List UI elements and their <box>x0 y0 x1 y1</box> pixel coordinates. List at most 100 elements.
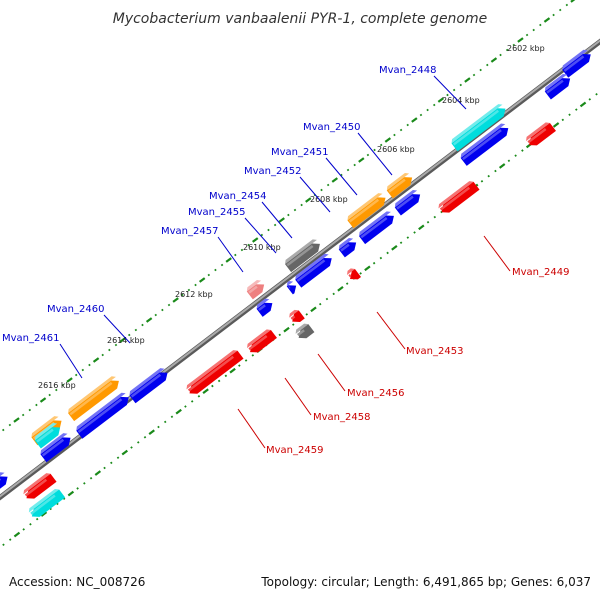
gene-label-forward[interactable]: Mvan_2460 <box>47 304 104 315</box>
gene-arrow[interactable] <box>285 279 299 295</box>
gene-arrow-body <box>0 476 8 490</box>
gene-arrow[interactable] <box>22 471 57 502</box>
gene-arrow-body <box>40 437 71 463</box>
gene-label-forward[interactable]: Mvan_2448 <box>379 65 436 76</box>
gene-arrow-bevel <box>246 280 262 292</box>
gene-label-forward[interactable]: Mvan_2450 <box>303 122 360 133</box>
track-dot <box>103 466 106 470</box>
gene-arrow-body <box>68 380 119 422</box>
gene-arrow[interactable] <box>543 72 573 100</box>
gene-arrow[interactable] <box>74 391 131 439</box>
tick-mark <box>121 449 128 456</box>
gene-arrow[interactable] <box>185 348 244 397</box>
tick-mark <box>418 224 425 231</box>
tick-mark <box>202 388 209 394</box>
track-dot <box>238 364 241 367</box>
tick-mark <box>310 306 317 313</box>
gene-arrow[interactable] <box>459 122 511 166</box>
gene-arrow[interactable] <box>437 179 480 216</box>
gene-arrow-highlight <box>41 438 65 457</box>
track-dot <box>143 435 147 439</box>
track-dot <box>234 253 237 257</box>
gene-arrow-highlight <box>130 373 162 398</box>
gene-arrow[interactable] <box>560 48 593 78</box>
gene-arrow-bevel <box>286 281 294 287</box>
tick-mark <box>391 245 398 251</box>
gene-arrow-highlight <box>340 243 350 252</box>
track-dot <box>197 395 201 398</box>
gene-label-forward[interactable]: Mvan_2455 <box>188 207 245 218</box>
track-dot <box>326 183 330 187</box>
gene-arrow[interactable] <box>245 278 267 300</box>
gene-arrow[interactable] <box>255 297 276 317</box>
gene-label-reverse[interactable]: Mvan_2459 <box>266 445 323 456</box>
gene-arrow[interactable] <box>128 366 171 404</box>
gene-arrow[interactable] <box>39 431 74 463</box>
tick-mark <box>411 117 418 123</box>
track-dot <box>194 283 197 287</box>
track-dot <box>214 268 217 272</box>
gene-arrow[interactable] <box>393 188 423 216</box>
gene-arrow-body <box>451 108 506 152</box>
track-dot <box>35 403 38 407</box>
gene-arrow-body <box>347 197 386 229</box>
gene-arrow-highlight <box>546 79 564 94</box>
track-dot <box>154 313 158 317</box>
gene-arrow[interactable] <box>294 322 315 342</box>
track-dot <box>56 502 59 506</box>
gene-arrow[interactable] <box>0 470 11 490</box>
gene-arrow-body <box>386 177 413 199</box>
gene-label-forward[interactable]: Mvan_2451 <box>271 147 328 158</box>
track-dot <box>406 123 409 127</box>
gene-arrow-bevel <box>256 298 270 309</box>
track-dot <box>346 168 350 172</box>
track-dot <box>432 103 436 107</box>
track-dot <box>116 456 120 459</box>
gene-arrow[interactable] <box>33 421 63 449</box>
gene-arrow[interactable] <box>357 210 397 245</box>
gene-label-reverse[interactable]: Mvan_2456 <box>347 388 404 399</box>
gene-arrow[interactable] <box>287 308 305 326</box>
track-dot <box>379 143 383 147</box>
gene-arrow-bevel <box>338 238 354 250</box>
track-dot <box>320 188 323 192</box>
track-dot <box>170 415 174 419</box>
gene-label-forward[interactable]: Mvan_2457 <box>161 226 218 237</box>
gene-arrow[interactable] <box>66 374 122 422</box>
track-dot <box>525 33 529 37</box>
gene-arrow-bevel <box>394 189 418 208</box>
track-dot <box>8 423 12 427</box>
track-dot <box>247 243 250 247</box>
gene-label-reverse[interactable]: Mvan_2458 <box>313 412 370 423</box>
gene-arrow-bevel <box>285 239 317 265</box>
gene-label-reverse[interactable]: Mvan_2449 <box>512 267 569 278</box>
gene-label-forward[interactable]: Mvan_2461 <box>2 333 59 344</box>
track-dot <box>539 23 542 27</box>
gene-arrow-body <box>285 243 320 273</box>
gene-arrow[interactable] <box>385 171 415 199</box>
track-dot <box>287 213 290 217</box>
gene-arrow-highlight <box>462 129 502 161</box>
track-dot <box>190 400 194 403</box>
map-title: Mycobacterium vanbaalenii PYR-1, complet… <box>113 11 488 27</box>
gene-arrow[interactable] <box>283 238 323 273</box>
gene-label-forward[interactable]: Mvan_2454 <box>209 191 266 202</box>
gene-label-reverse[interactable]: Mvan_2453 <box>406 346 463 357</box>
gene-arrow[interactable] <box>450 102 509 152</box>
gene-arrow[interactable] <box>346 191 389 229</box>
gene-arrow[interactable] <box>245 328 277 356</box>
gene-arrow-bevel <box>289 309 299 318</box>
accession-text: Accession: NC_008726 <box>9 575 145 589</box>
track-dot <box>379 256 383 260</box>
gene-arrow-bevel <box>346 268 355 276</box>
gene-arrow[interactable] <box>293 252 334 288</box>
gene-arrow[interactable] <box>27 487 66 520</box>
track-dot <box>472 73 476 77</box>
track-dot <box>29 523 32 526</box>
track-dot <box>134 328 138 332</box>
gene-label-forward[interactable]: Mvan_2452 <box>244 166 301 177</box>
gene-arrow[interactable] <box>524 121 556 149</box>
gene-arrow[interactable] <box>345 267 362 283</box>
track-dot <box>89 476 93 480</box>
gene-arrow[interactable] <box>337 236 359 258</box>
